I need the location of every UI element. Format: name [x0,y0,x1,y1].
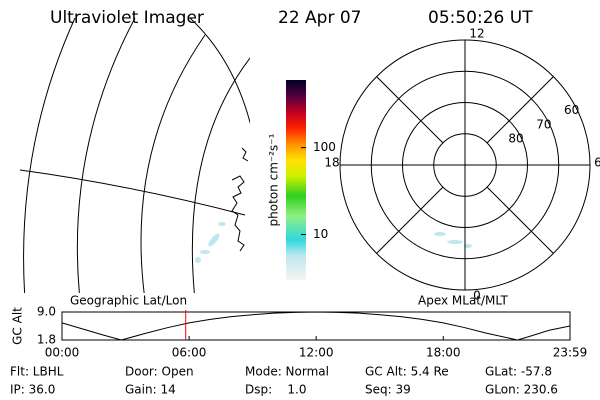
coastline [231,147,249,252]
lat-arc [191,57,250,293]
lat-arc [140,34,206,293]
altitude-label: GC Alt [11,307,25,345]
mlt-label: 0 [473,289,481,303]
colorbar-tick-label: 10 [313,227,328,241]
date: 22 Apr 07 [278,8,361,28]
y-tick-label: 9.0 [37,305,56,319]
title: Ultraviolet Imager [50,8,204,28]
emission [195,222,226,263]
info-text: Dsp: 1.0 [245,383,307,397]
mlt-spoke [486,76,554,144]
colorbar-label: photon cm⁻²s⁻¹ [267,133,281,226]
x-tick-label: 12:00 [299,346,334,360]
lat-arc [189,18,250,125]
info-text: Seq: 39 [365,383,411,397]
info-text: Mode: Normal [245,365,329,379]
lat-arc [23,18,76,293]
lat-label: 60 [564,103,579,117]
info-text: IP: 36.0 [10,383,55,397]
time: 05:50:26 UT [428,8,533,28]
info-text: Gain: 14 [125,383,176,397]
lat-arc [76,18,136,293]
mlt-spoke [376,186,444,254]
polar-title: Apex MLat/MLT [418,294,508,308]
info-text: Flt: LBHL [10,365,64,379]
mlt-spoke [376,76,444,144]
y-tick-label: 1.8 [37,333,56,347]
mlt-label: 6 [594,156,600,170]
geographic-image [19,18,250,293]
colorbar-tick-label: 100 [313,140,336,154]
mlt-label: 18 [324,156,339,170]
x-tick-label: 06:00 [172,346,207,360]
mlt-label: 12 [469,27,484,41]
x-tick-label: 23:59 [553,346,588,360]
polar-emission [434,232,472,248]
info-text: GC Alt: 5.4 Re [365,365,449,379]
geographic-title: Geographic Lat/Lon [70,294,187,308]
mlt-spoke [486,186,554,254]
info-text: Door: Open [125,365,194,379]
info-text: GLon: 230.6 [485,383,558,397]
info-text: GLat: -57.8 [485,365,552,379]
x-tick-label: 18:00 [426,346,461,360]
x-tick-label: 00:00 [45,346,80,360]
colorbar [286,80,306,280]
lon-line [19,169,246,216]
altitude-line [61,311,571,341]
